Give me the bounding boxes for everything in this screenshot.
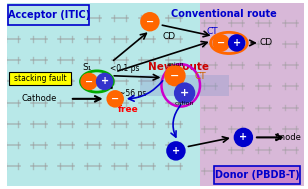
Text: +: + [100,77,109,87]
Text: CD: CD [259,38,272,47]
Text: Acceptor (ITIC): Acceptor (ITIC) [8,10,90,20]
Text: +: + [239,132,247,142]
Text: −: − [111,94,119,104]
Text: −: − [217,38,225,48]
FancyBboxPatch shape [200,3,304,186]
FancyBboxPatch shape [8,5,89,25]
Circle shape [107,91,123,107]
Circle shape [175,83,194,103]
Circle shape [167,142,184,160]
Text: −: − [170,71,180,81]
Text: CD: CD [163,32,176,41]
Circle shape [235,129,252,146]
Circle shape [229,35,244,51]
Text: stacking fault: stacking fault [14,74,66,83]
Circle shape [141,13,159,30]
Text: +: + [233,38,241,48]
Text: Donor (PBDB-T): Donor (PBDB-T) [214,170,299,180]
Text: free: free [118,105,139,114]
Text: New route: New route [148,62,209,72]
Text: ~56 ps: ~56 ps [119,89,146,98]
Circle shape [97,74,112,89]
Circle shape [165,66,184,85]
Circle shape [81,74,97,89]
Text: Anode: Anode [275,133,302,142]
FancyBboxPatch shape [9,72,71,85]
Text: <0.1 ps: <0.1 ps [110,64,140,74]
Text: cation: cation [175,101,194,106]
Text: −: − [85,77,93,87]
FancyBboxPatch shape [213,166,300,184]
FancyBboxPatch shape [7,3,200,186]
Text: CT: CT [194,72,206,81]
Text: S₁: S₁ [83,64,92,73]
Text: anion: anion [166,62,184,67]
Text: Cathode: Cathode [22,94,57,103]
Text: Conventional route: Conventional route [171,9,277,19]
Text: CT: CT [207,27,218,36]
Text: +: + [180,88,189,98]
Text: +: + [172,146,180,156]
Circle shape [213,35,229,51]
Text: −: − [146,17,154,27]
FancyBboxPatch shape [140,75,229,96]
